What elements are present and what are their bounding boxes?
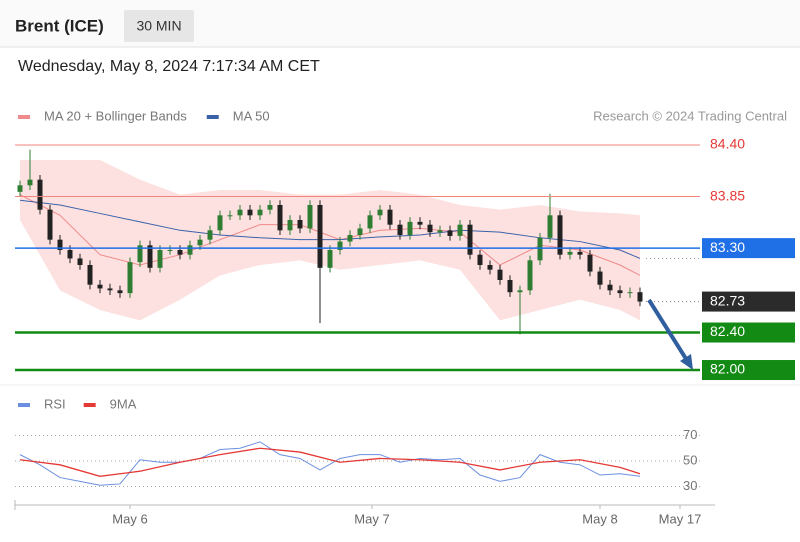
candle-body	[387, 209, 393, 225]
y-tick-label: 30	[683, 478, 697, 493]
candle-body	[257, 209, 263, 216]
forecast-arrowhead	[680, 354, 693, 370]
legend-swatch	[206, 115, 219, 119]
candle-body	[497, 269, 503, 281]
level-label: 83.85	[710, 187, 745, 203]
level-box	[702, 322, 795, 343]
candle-body	[347, 234, 353, 242]
candle-body	[327, 249, 333, 268]
candle-body	[637, 292, 643, 302]
candle-body	[477, 254, 483, 266]
x-tick-label: May 7	[354, 511, 389, 526]
candle-body	[357, 228, 363, 235]
candle-body	[57, 239, 63, 250]
candle-body	[267, 204, 273, 210]
timeframe-box	[124, 10, 194, 42]
candle-body	[147, 245, 153, 268]
candle-body	[37, 179, 43, 210]
legend-label: MA 20 + Bollinger Bands	[44, 108, 187, 123]
title: Brent (ICE)	[15, 16, 104, 35]
attribution: Research © 2024 Trading Central	[593, 108, 787, 123]
indicator-line	[19, 441, 641, 486]
legend-label: MA 50	[233, 108, 270, 123]
level-box	[702, 360, 795, 381]
x-tick-label: May 8	[582, 511, 617, 526]
candle-body	[537, 237, 543, 261]
candle-body	[97, 284, 103, 289]
candle-body	[137, 245, 143, 263]
level-box	[702, 238, 795, 259]
candle-body	[67, 249, 73, 259]
candle-body	[317, 204, 323, 268]
candle-body	[507, 280, 513, 293]
candle-body	[87, 265, 93, 285]
candle-body	[287, 219, 293, 231]
candle-body	[377, 209, 383, 216]
legend-swatch	[18, 115, 30, 119]
header-bg	[0, 0, 800, 47]
candle-body	[277, 204, 283, 231]
candle-body	[617, 290, 623, 294]
candle-body	[187, 245, 193, 255]
candle-body	[247, 209, 253, 216]
candle-body	[127, 262, 133, 294]
legend-label: 9MA	[110, 396, 137, 411]
legend-swatch	[18, 403, 30, 407]
level-label: 82.00	[710, 361, 745, 377]
candle-body	[237, 209, 243, 216]
timeframe: 30 MIN	[136, 18, 181, 34]
candle-body	[47, 209, 53, 240]
candle-body	[217, 215, 223, 231]
candle-body	[397, 224, 403, 235]
candle-body	[117, 290, 123, 294]
level-label: 82.40	[710, 323, 745, 339]
candle-body	[577, 251, 583, 255]
y-tick-label: 50	[683, 452, 697, 467]
candle-body	[527, 260, 533, 291]
candle-body	[157, 249, 163, 268]
candle-body	[447, 230, 453, 236]
candle-body	[427, 224, 433, 233]
candle-body	[207, 230, 213, 240]
candle-body	[517, 290, 523, 293]
candle-body	[77, 258, 83, 266]
level-box	[702, 291, 795, 312]
candle-body	[567, 251, 573, 255]
forecast-arrow	[647, 298, 690, 364]
x-tick-label: May 6	[112, 511, 147, 526]
candle-body	[437, 230, 443, 233]
candle-body	[407, 221, 413, 235]
candle-body	[417, 221, 423, 225]
candle-body	[557, 215, 563, 255]
level-label: 84.40	[710, 136, 745, 152]
candle-body	[337, 241, 343, 250]
candle-body	[587, 254, 593, 272]
candle-body	[627, 292, 633, 294]
y-tick-label: 70	[683, 427, 697, 442]
candle-body	[107, 288, 113, 291]
candle-body	[547, 215, 553, 238]
level-label: 82.73	[710, 292, 745, 308]
candle-body	[607, 284, 613, 291]
candle-body	[367, 215, 373, 229]
candle-body	[487, 265, 493, 270]
datetime: Wednesday, May 8, 2024 7:17:34 AM CET	[18, 58, 320, 75]
legend-label: RSI	[44, 396, 66, 411]
candle-body	[467, 224, 473, 255]
candle-body	[177, 249, 183, 255]
candle-body	[197, 239, 203, 246]
candle-body	[597, 271, 603, 285]
candle-body	[457, 224, 463, 236]
candle-body	[307, 204, 313, 229]
x-tick-label: May 17	[659, 511, 702, 526]
candle-body	[17, 185, 23, 192]
level-label: 83.30	[710, 239, 745, 255]
candle-body	[297, 219, 303, 229]
candle-body	[27, 179, 33, 186]
candle-body	[167, 249, 173, 251]
indicator-line	[19, 447, 641, 477]
legend-swatch	[83, 403, 96, 407]
candle-body	[227, 215, 233, 217]
